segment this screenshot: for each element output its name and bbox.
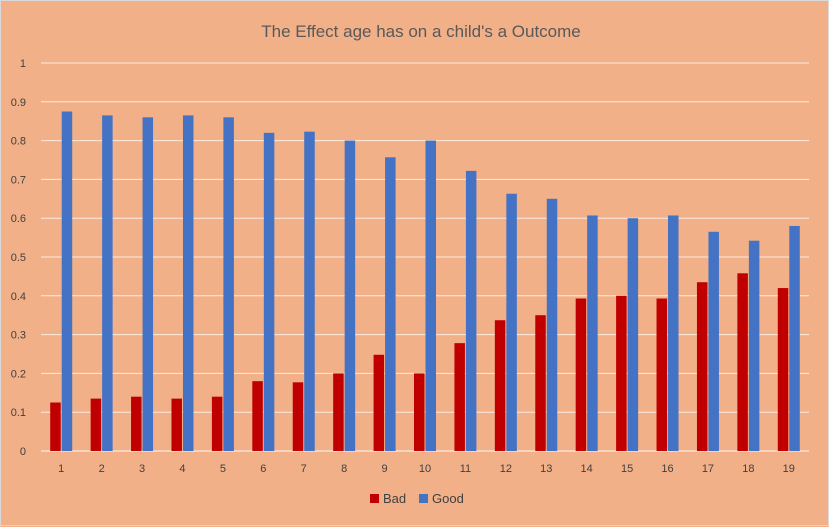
- legend-swatch-good: [419, 494, 428, 503]
- y-tick-label: 0.3: [11, 330, 26, 342]
- bar-bad-8: [333, 373, 344, 451]
- bar-good-15: [627, 218, 639, 451]
- bar-bad-18: [737, 273, 748, 451]
- x-tick-label: 16: [661, 463, 673, 475]
- legend: Bad Good: [370, 491, 464, 506]
- y-axis-ticks: 0 0.1 0.2 0.3 0.4 0.5 0.6 0.7 0.8 0.9 1: [11, 58, 26, 458]
- y-tick-label: 0: [20, 446, 26, 458]
- bar-good-5: [223, 117, 234, 451]
- gridlines: [41, 62, 809, 452]
- y-tick-label: 0.8: [11, 136, 26, 148]
- bar-bad-16: [656, 298, 668, 451]
- x-tick-label: 17: [702, 463, 714, 475]
- bar-bad-4: [171, 398, 182, 451]
- bar-bad-15: [616, 295, 627, 451]
- x-tick-label: 13: [540, 463, 552, 475]
- x-tick-label: 12: [500, 463, 512, 475]
- y-tick-label: 0.5: [11, 252, 26, 264]
- x-tick-label: 11: [460, 463, 471, 475]
- bar-good-2: [102, 115, 113, 451]
- x-tick-label: 7: [301, 463, 307, 475]
- x-tick-label: 8: [341, 463, 347, 475]
- bar-good-3: [142, 117, 154, 451]
- x-tick-label: 15: [621, 463, 633, 475]
- x-tick-label: 18: [742, 463, 754, 475]
- x-axis-ticks: 1 2 3 4 5 6 7 8 9 10 11 12 13 14 15 16 17 18 19: [58, 463, 795, 475]
- y-tick-label: 0.9: [11, 97, 26, 109]
- bar-good-8: [344, 140, 356, 451]
- x-tick-label: 4: [179, 463, 185, 475]
- bar-bad-1: [50, 402, 61, 451]
- legend-swatch-bad: [370, 494, 379, 503]
- x-tick-label: 2: [99, 463, 105, 475]
- bar-good-19: [789, 225, 800, 451]
- x-tick-label: 1: [58, 463, 64, 475]
- y-tick-label: 0.1: [11, 407, 26, 419]
- bar-bad-7: [292, 382, 304, 451]
- bar-good-7: [304, 131, 315, 451]
- y-tick-label: 0.4: [11, 291, 26, 303]
- bar-bad-13: [535, 315, 546, 451]
- x-tick-label: 14: [581, 463, 593, 475]
- legend-label-bad: Bad: [383, 491, 406, 506]
- bar-good-14: [587, 215, 598, 451]
- x-tick-label: 5: [220, 463, 226, 475]
- x-tick-label: 3: [139, 463, 145, 475]
- x-tick-label: 6: [260, 463, 266, 475]
- bar-good-16: [668, 215, 679, 451]
- bar-good-10: [425, 140, 436, 451]
- bar-bad-11: [454, 343, 465, 451]
- legend-label-good: Good: [432, 491, 464, 506]
- y-tick-label: 0.7: [11, 174, 26, 186]
- x-tick-label: 9: [382, 463, 388, 475]
- y-tick-label: 0.6: [11, 213, 26, 225]
- bar-good-18: [748, 240, 760, 451]
- bar-bad-6: [252, 381, 263, 451]
- x-tick-label: 10: [419, 463, 431, 475]
- bar-bad-19: [777, 288, 789, 451]
- bar-bad-17: [696, 282, 708, 451]
- bar-bad-9: [373, 354, 385, 451]
- bars: [50, 111, 800, 452]
- x-tick-label: 19: [783, 463, 795, 475]
- bar-bad-5: [211, 396, 223, 451]
- bar-good-9: [385, 157, 396, 451]
- y-tick-label: 1: [20, 58, 26, 70]
- bar-bad-14: [575, 298, 587, 451]
- bar-good-4: [182, 115, 194, 451]
- chart-title: The Effect age has on a child's a Outcom…: [261, 22, 581, 41]
- bar-good-17: [708, 231, 719, 451]
- bar-good-11: [465, 170, 477, 451]
- bar-good-6: [263, 132, 275, 451]
- bar-good-13: [546, 198, 558, 451]
- bar-bad-10: [414, 373, 425, 451]
- bar-good-1: [61, 111, 73, 451]
- bar-good-12: [506, 193, 517, 452]
- bar-bad-12: [494, 320, 506, 451]
- bar-bad-3: [131, 396, 142, 451]
- y-tick-label: 0.2: [11, 368, 26, 380]
- bar-bad-2: [90, 398, 102, 451]
